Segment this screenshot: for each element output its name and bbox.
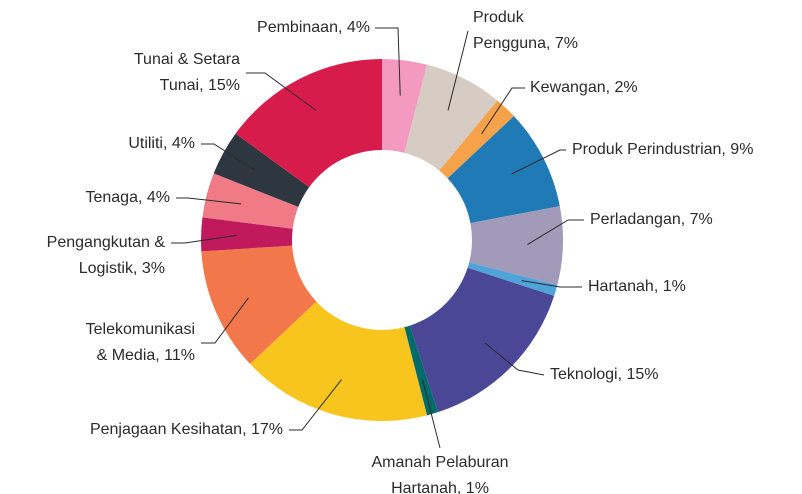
slice-label: Tenaga, 4% <box>85 189 170 206</box>
slice-label: Kewangan, 2% <box>530 79 638 96</box>
leader-line <box>171 234 237 244</box>
leader-line <box>484 342 545 376</box>
leader-line <box>527 219 584 245</box>
leader-line <box>511 149 566 175</box>
leader-line <box>246 72 317 111</box>
leader-line <box>201 297 249 344</box>
leader-line <box>422 379 441 449</box>
donut-slice <box>250 301 428 421</box>
slice-label: & Media, 11% <box>97 347 195 364</box>
leader-line <box>521 280 582 288</box>
slice-label: Amanah Pelaburan <box>372 454 509 471</box>
donut-slice <box>201 217 293 252</box>
donut-slice <box>469 206 563 286</box>
donut-slice <box>447 116 560 224</box>
slice-label: Hartanah, 1% <box>588 278 686 295</box>
slice-label: Penjagaan Kesihatan, 17% <box>90 421 283 438</box>
slice-label: Utiliti, 4% <box>128 135 195 152</box>
slice-label: Logistik, 3% <box>79 260 165 277</box>
leader-line <box>289 379 342 431</box>
leader-line <box>201 143 255 171</box>
slice-label: Tunai, 15% <box>160 77 240 94</box>
leader-line <box>375 27 401 96</box>
slice-label: Telekomunikasi <box>86 321 195 338</box>
slice-label: Hartanah, 1% <box>391 480 489 494</box>
slice-label: Pembinaan, 4% <box>257 19 370 36</box>
leader-line <box>176 197 242 205</box>
slice-label: Pengangkutan & <box>47 234 166 251</box>
donut-slice <box>201 245 317 364</box>
donut-slice <box>202 173 299 229</box>
donut-slice <box>382 59 428 153</box>
donut-slice <box>409 267 555 413</box>
slice-label: Pengguna, 7% <box>473 35 578 52</box>
leader-line <box>481 87 525 135</box>
donut-slice <box>439 100 514 179</box>
donut-slice <box>404 64 498 171</box>
donut-slice <box>404 325 438 416</box>
slice-label: Produk <box>473 9 525 26</box>
slice-label: Teknologi, 15% <box>550 366 659 383</box>
slice-label: Perladangan, 7% <box>590 211 713 228</box>
slice-label: Tunai & Setara <box>134 51 240 68</box>
donut-slice <box>467 262 558 296</box>
leader-line <box>447 30 469 111</box>
donut-slice <box>213 133 310 207</box>
slice-label: Produk Perindustrian, 9% <box>572 141 753 158</box>
donut-slice <box>235 59 382 188</box>
